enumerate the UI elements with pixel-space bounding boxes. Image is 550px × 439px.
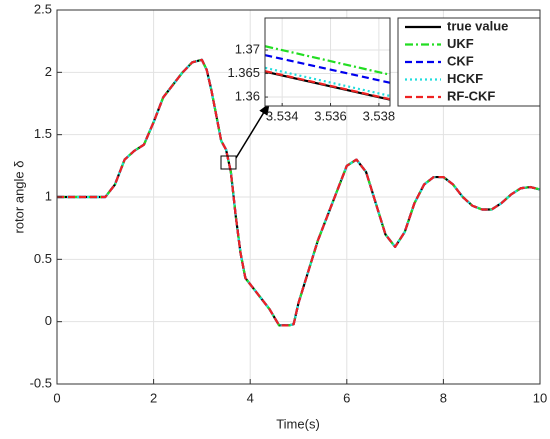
inset-plot: 3.534 3.536 3.538 1.36 1.365 1.37 [227,17,396,123]
x-tick-label: 3.538 [363,108,396,123]
legend-label: true value [447,18,508,33]
y-tick-label: 2.5 [34,1,52,16]
x-tick-label: 3.536 [314,108,347,123]
series-line [57,58,540,327]
y-tick-label: 1.37 [235,41,260,56]
x-tick-label: 4 [247,390,254,405]
legend-label: RF-CKF [447,88,495,103]
zoom-arrow [235,102,270,159]
series-line [57,58,540,327]
zoom-box [220,155,237,170]
x-tick-label: 8 [440,390,447,405]
y-tick-label: 1.365 [227,65,260,80]
y-tick-label: 2 [45,64,52,79]
y-tick-label: 1.36 [235,88,260,103]
x-tick-label: 10 [533,390,547,405]
lines [265,45,390,101]
series-line [265,70,390,101]
x-axis-label: Time(s) [276,416,320,431]
legend: true value UKF CKF HCKF RF-CKF [397,17,541,107]
y-tick-label: 0.5 [34,251,52,266]
main-plot: 0 2 4 6 8 10-0.500.511.522.5 [30,1,548,405]
plot-frame [264,17,391,107]
y-tick-label: -0.5 [30,375,52,390]
series-line [265,66,390,98]
legend-label: HCKF [447,71,483,86]
inset-bg [265,18,390,106]
series-line [265,45,390,76]
x-tick-label: 3.534 [266,108,299,123]
y-tick-label: 1 [45,188,52,203]
x-tick-label: 0 [53,390,60,405]
x-tick-label: 2 [150,390,157,405]
lines [57,58,540,327]
legend-label: UKF [447,36,474,51]
y-tick-label: 0 [45,313,52,328]
x-tick-label: 6 [343,390,350,405]
y-tick-label: 1.5 [34,126,52,141]
y-axis-label: rotor angle δ [11,161,26,234]
legend-label: CKF [447,53,474,68]
